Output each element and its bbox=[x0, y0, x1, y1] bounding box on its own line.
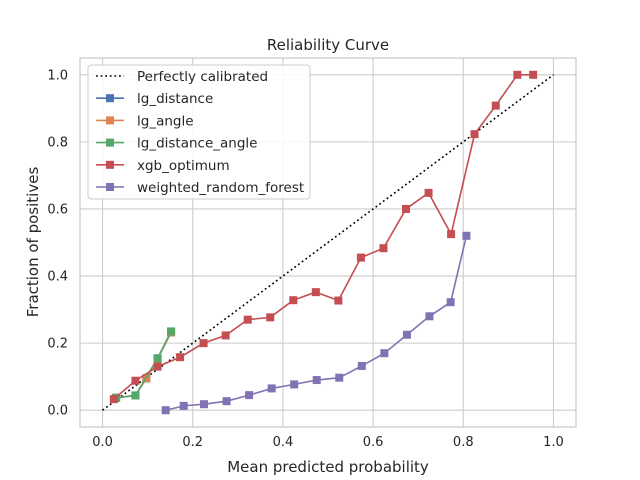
legend-label: lg_distance_angle bbox=[137, 136, 257, 152]
x-axis-ticks: 0.0 0.2 0.4 0.6 0.8 1.0 bbox=[92, 435, 564, 450]
data-point bbox=[380, 349, 389, 358]
y-axis-label: Fraction of positives bbox=[24, 167, 42, 318]
series-line bbox=[165, 235, 468, 412]
data-point bbox=[221, 331, 230, 340]
legend-label: Perfectly calibrated bbox=[137, 69, 268, 85]
legend-marker bbox=[106, 183, 114, 191]
data-point bbox=[470, 130, 479, 139]
x-tick-label: 0.8 bbox=[453, 435, 474, 450]
data-point bbox=[153, 354, 162, 363]
data-point bbox=[131, 376, 140, 385]
data-point bbox=[379, 244, 388, 253]
series-lg_distance_angle bbox=[112, 327, 176, 402]
data-point bbox=[167, 327, 176, 336]
y-tick-label: 0.4 bbox=[47, 270, 68, 285]
series-xgb_optimum bbox=[109, 70, 538, 404]
data-point bbox=[290, 380, 299, 389]
data-point bbox=[179, 401, 188, 410]
x-tick-label: 0.6 bbox=[363, 435, 384, 450]
legend-box bbox=[87, 64, 311, 200]
legend-entry: xgb_optimum bbox=[96, 158, 230, 174]
legend-entry: weighted_random_forest bbox=[96, 180, 304, 196]
legend-marker bbox=[106, 116, 114, 125]
data-point bbox=[334, 296, 343, 305]
data-point bbox=[335, 373, 344, 382]
data-point bbox=[402, 330, 411, 339]
data-point bbox=[424, 188, 433, 197]
data-point bbox=[199, 339, 208, 348]
data-point bbox=[446, 298, 455, 307]
legend-label: lg_angle bbox=[137, 113, 194, 129]
legend-marker bbox=[106, 160, 114, 169]
legend-items: Perfectly calibrated lg_distance lg_anglel… bbox=[96, 69, 304, 196]
data-point bbox=[529, 70, 538, 79]
chart-title: Reliability Curve bbox=[267, 36, 389, 54]
data-point bbox=[462, 231, 471, 240]
data-point bbox=[447, 230, 456, 239]
x-tick-label: 0.0 bbox=[92, 435, 113, 450]
data-point bbox=[402, 204, 411, 213]
x-tick-label: 0.4 bbox=[273, 435, 294, 450]
data-point bbox=[153, 362, 162, 371]
legend-entry: lg_distance_angle bbox=[96, 136, 257, 152]
series-lg_distance bbox=[112, 328, 176, 402]
data-point bbox=[491, 101, 500, 110]
data-point bbox=[243, 315, 252, 324]
legend-marker bbox=[106, 94, 114, 103]
legend-entry: lg_distance bbox=[96, 91, 213, 107]
data-point bbox=[109, 395, 118, 404]
data-point bbox=[161, 406, 170, 415]
y-tick-label: 0.2 bbox=[47, 337, 68, 352]
legend-label: lg_distance bbox=[137, 91, 213, 107]
data-point bbox=[312, 376, 321, 385]
data-point bbox=[245, 391, 254, 400]
series-weighted_random_forest bbox=[161, 231, 471, 415]
data-point bbox=[289, 296, 298, 305]
data-point bbox=[200, 400, 208, 409]
x-axis-label: Mean predicted probability bbox=[227, 458, 429, 476]
data-point bbox=[222, 397, 231, 406]
data-point bbox=[176, 353, 185, 362]
series-group bbox=[109, 70, 538, 415]
series-lg_angle bbox=[112, 328, 176, 402]
legend-entry: Perfectly calibrated bbox=[96, 69, 268, 85]
data-point bbox=[311, 288, 320, 297]
plot-frame bbox=[79, 57, 577, 428]
data-point bbox=[425, 312, 434, 321]
x-tick-label: 0.2 bbox=[182, 435, 203, 450]
data-point bbox=[266, 313, 275, 322]
data-point bbox=[131, 391, 140, 400]
data-point bbox=[357, 361, 366, 370]
y-tick-label: 0.6 bbox=[47, 202, 68, 217]
x-tick-label: 1.0 bbox=[543, 435, 564, 450]
legend-marker bbox=[106, 138, 114, 147]
data-point bbox=[513, 70, 522, 79]
y-tick-label: 1.0 bbox=[47, 68, 68, 83]
legend-entry: lg_angle bbox=[96, 113, 194, 129]
y-tick-label: 0.8 bbox=[47, 135, 68, 150]
data-point bbox=[267, 384, 276, 393]
legend-label: xgb_optimum bbox=[137, 158, 230, 174]
legend-label: weighted_random_forest bbox=[137, 180, 304, 196]
y-axis-ticks: 0.0 0.2 0.4 0.6 0.8 1.0 bbox=[47, 68, 68, 418]
y-tick-label: 0.0 bbox=[47, 404, 68, 419]
series-line bbox=[115, 331, 172, 399]
data-point bbox=[356, 253, 365, 262]
legend: Perfectly calibrated lg_distance lg_anglel… bbox=[87, 64, 311, 200]
